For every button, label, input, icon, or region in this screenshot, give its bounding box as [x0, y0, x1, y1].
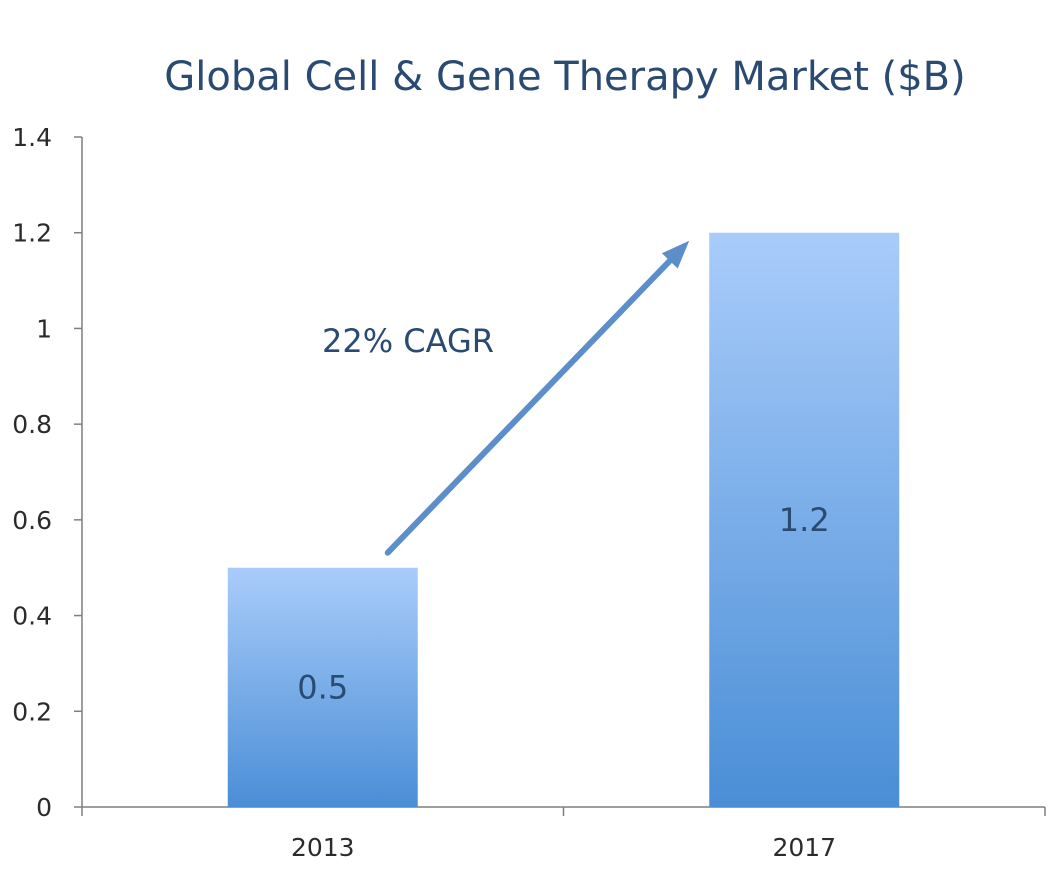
- cagr-arrow-head: [661, 240, 690, 269]
- y-tick-label: 1.2: [12, 219, 52, 248]
- bars: [227, 232, 900, 807]
- y-tick-label: 0.2: [12, 697, 52, 726]
- data-label: 0.5: [297, 668, 348, 706]
- y-axis: 0 0.2 0.4 0.6 0.8 1 1.2 1.4: [12, 123, 83, 822]
- y-tick-label: 0.6: [12, 506, 52, 535]
- x-tick-label: 2013: [291, 833, 355, 862]
- x-axis: 2013 2017: [81, 806, 1046, 862]
- bar-2013: [227, 567, 418, 807]
- data-labels: 0.5 1.2: [297, 501, 829, 707]
- y-tick-label: 0.4: [12, 602, 52, 631]
- y-tick-label: 1: [36, 314, 52, 343]
- bar-2017: [709, 232, 900, 807]
- cagr-arrow: [384, 257, 673, 556]
- x-tick-label: 2017: [772, 833, 836, 862]
- chart-title: Global Cell & Gene Therapy Market ($B): [164, 54, 965, 100]
- cagr-label: 22% CAGR: [322, 322, 494, 360]
- data-label: 1.2: [779, 501, 830, 539]
- cagr-annotation: 22% CAGR: [322, 240, 690, 556]
- y-tick-label: 0: [36, 793, 52, 822]
- y-tick-label: 0.8: [12, 410, 52, 439]
- y-tick-label: 1.4: [12, 123, 52, 152]
